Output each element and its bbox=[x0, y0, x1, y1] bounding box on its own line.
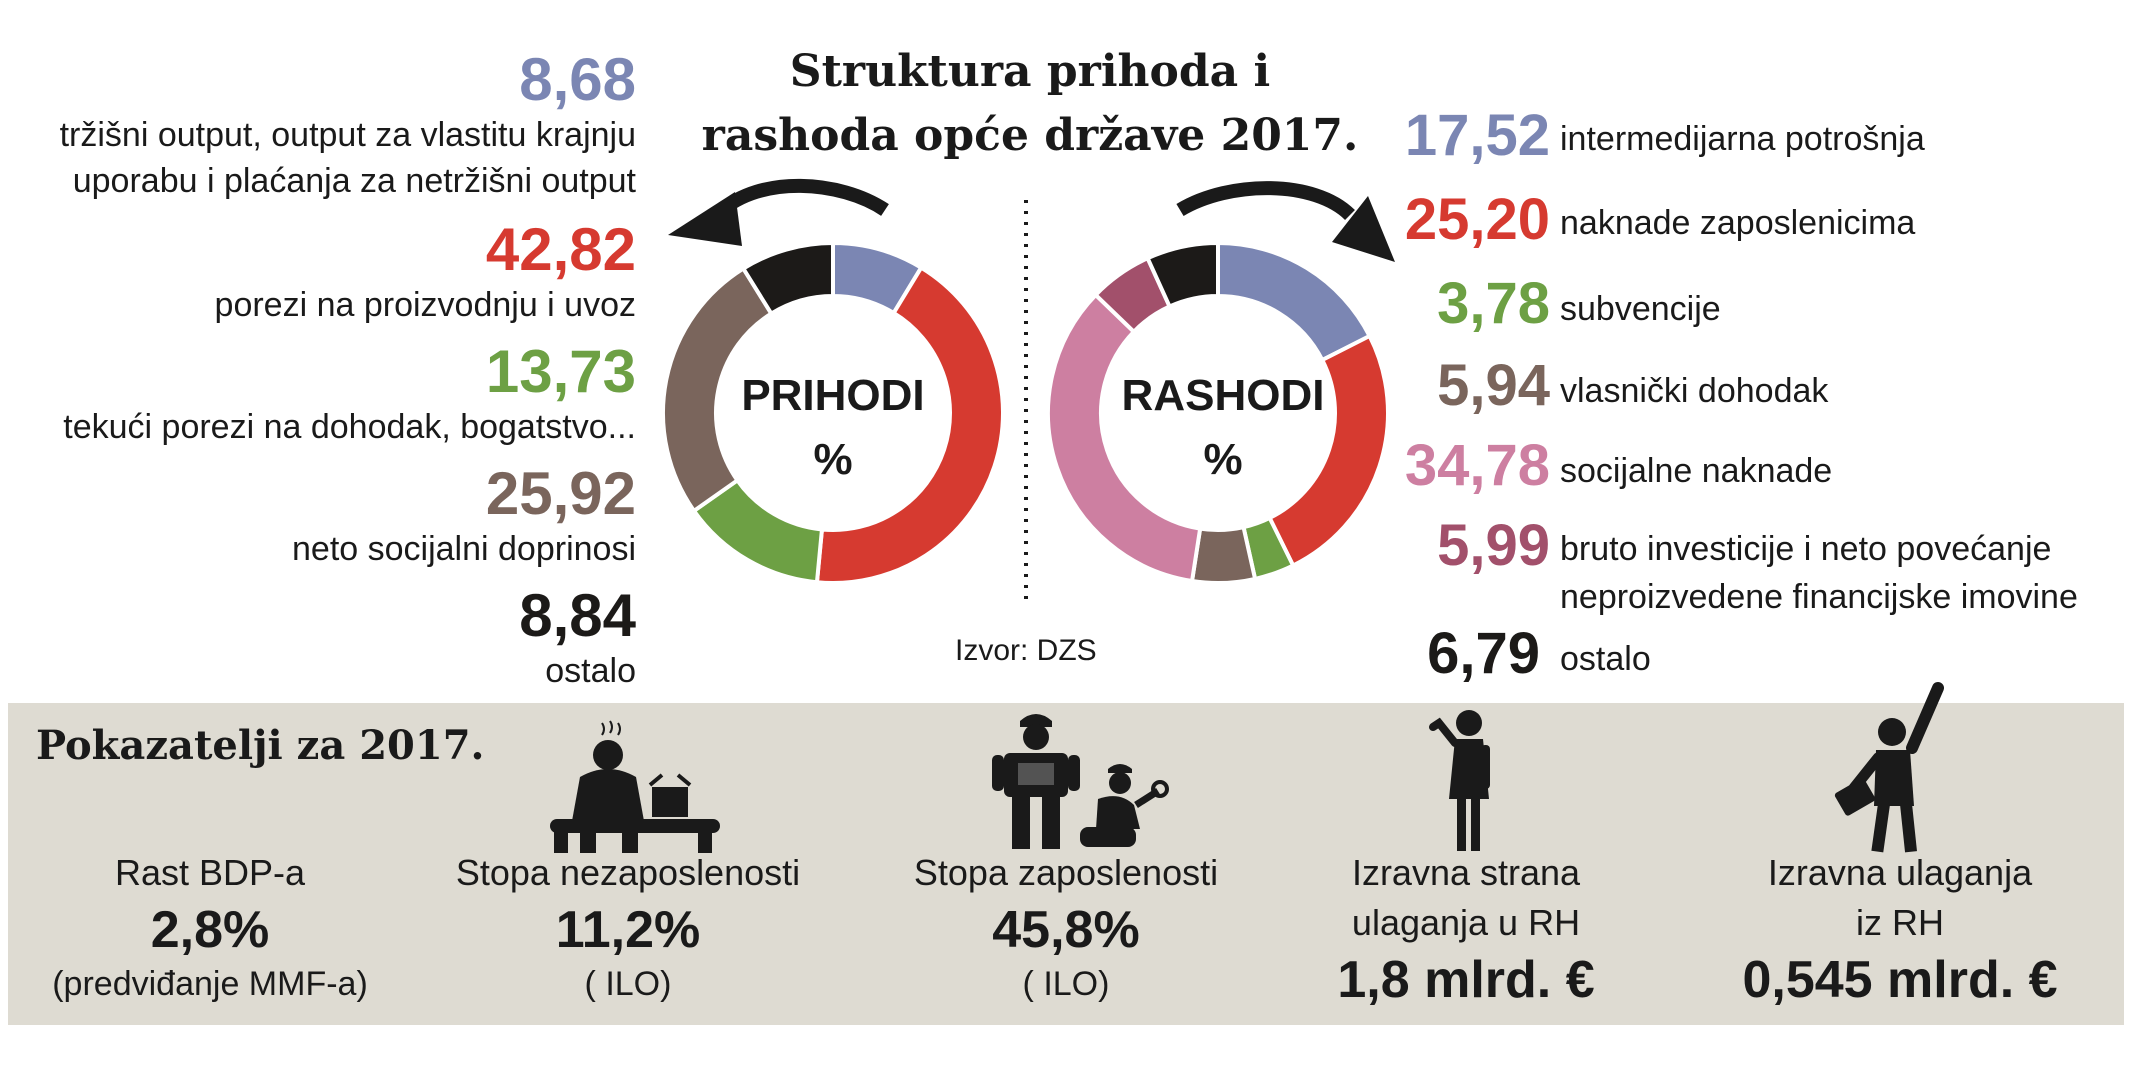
rashodi-label-4: socijalne naknade bbox=[1560, 452, 1833, 490]
prihodi-label-0a: tržišni output, output za vlastitu krajn… bbox=[59, 116, 636, 154]
rashodi-label-5a: bruto investicije i neto povećanje bbox=[1560, 530, 2052, 568]
prihodi-legend-1: 42,82 porezi na proizvodnju i uvoz bbox=[0, 218, 636, 328]
indicator-value: 45,8% bbox=[992, 901, 1140, 959]
rashodi-value-4: 34,78 bbox=[1404, 433, 1550, 498]
indicator-label-2: ulaganja u RH bbox=[1351, 902, 1581, 943]
indicator-note: (predviđanje MMF-a) bbox=[52, 965, 368, 1003]
indicator-value: 11,2% bbox=[555, 901, 701, 959]
rashodi-center-unit: % bbox=[1203, 435, 1243, 484]
indicator-label-2: iz RH bbox=[1856, 902, 1944, 943]
indicator-unemployment: Stopa nezaposlenosti 11,2% ( ILO) bbox=[418, 848, 838, 1006]
rashodi-slice-0 bbox=[1216, 240, 1373, 363]
rashodi-label-5b: neproizvedene financijske imovine bbox=[1560, 578, 2078, 616]
rashodi-slice-3 bbox=[1189, 524, 1258, 585]
rashodi-center-title: RASHODI bbox=[1121, 371, 1325, 420]
indicator-gdp: Rast BDP-a 2,8% (predviđanje MMF-a) bbox=[0, 848, 420, 1006]
prihodi-legend-3: 25,92 neto socijalni doprinosi bbox=[0, 462, 636, 572]
chart-title-line1: Struktura prihoda i bbox=[789, 46, 1271, 97]
prihodi-value-1: 42,82 bbox=[485, 216, 636, 283]
prihodi-legend-4: 8,84 ostalo bbox=[0, 584, 636, 694]
prihodi-center-title: PRIHODI bbox=[741, 371, 925, 420]
indicator-note: ( ILO) bbox=[1022, 965, 1110, 1003]
rashodi-label-3: vlasnički dohodak bbox=[1560, 372, 1829, 410]
prihodi-value-3: 25,92 bbox=[485, 460, 636, 527]
indicator-value: 0,545 mlrd. € bbox=[1742, 951, 2058, 1009]
indicator-label: Izravna ulaganja bbox=[1767, 852, 2033, 893]
indicator-label: Stopa zaposlenosti bbox=[913, 852, 1219, 893]
chart-title-line2: rashoda opće države 2017. bbox=[701, 110, 1359, 161]
businessman-cheering-icon bbox=[1834, 682, 1944, 853]
rashodi-value-0: 17,52 bbox=[1404, 103, 1550, 168]
rashodi-center-label: RASHODI % bbox=[1118, 364, 1328, 492]
prihodi-label-3: neto socijalni doprinosi bbox=[292, 530, 636, 568]
prihodi-donut bbox=[661, 240, 1005, 585]
indicator-label: Izravna strana bbox=[1351, 852, 1581, 893]
prihodi-legend: 8,68 tržišni output, output za vlastitu … bbox=[0, 48, 636, 204]
prihodi-value-4: 8,84 bbox=[519, 582, 636, 649]
unemployed-person-icon bbox=[550, 720, 720, 853]
prihodi-slice-4 bbox=[740, 240, 835, 317]
indicator-fdi-in: Izravna strana ulaganja u RH 1,8 mlrd. € bbox=[1256, 848, 1676, 1012]
indicator-label: Stopa nezaposlenosti bbox=[455, 852, 801, 893]
indicator-fdi-out: Izravna ulaganja iz RH 0,545 mlrd. € bbox=[1690, 848, 2110, 1012]
workers-icon bbox=[992, 714, 1169, 849]
prihodi-value-0: 8,68 bbox=[519, 46, 636, 113]
rashodi-value-1: 25,20 bbox=[1404, 187, 1550, 252]
indicator-employment: Stopa zaposlenosti 45,8% ( ILO) bbox=[856, 848, 1276, 1006]
indicators-title: Pokazatelji za 2017. bbox=[36, 722, 485, 769]
rashodi-label-2: subvencije bbox=[1560, 290, 1721, 328]
indicator-note: ( ILO) bbox=[584, 965, 672, 1003]
arrow-left-icon bbox=[668, 178, 889, 246]
prihodi-label-0b: uporabu i plaćanja za netržišni output bbox=[72, 162, 636, 200]
prihodi-label-2: tekući porezi na dohodak, bogatstvo... bbox=[63, 408, 636, 446]
donut-charts-svg bbox=[661, 178, 1395, 600]
businesswoman-icon bbox=[1429, 710, 1490, 851]
source-note: Izvor: DZS bbox=[955, 634, 1097, 667]
prihodi-center-unit: % bbox=[813, 435, 853, 484]
prihodi-label-1: porezi na proizvodnju i uvoz bbox=[214, 286, 636, 324]
chart-title: Struktura prihoda i rashoda opće države … bbox=[680, 40, 1380, 168]
rashodi-value-5: 5,99 bbox=[1437, 513, 1550, 578]
rashodi-donut bbox=[1046, 240, 1390, 585]
indicator-label: Rast BDP-a bbox=[114, 852, 306, 893]
rashodi-slice-6 bbox=[1145, 240, 1220, 310]
prihodi-label-4: ostalo bbox=[545, 652, 636, 690]
rashodi-label-0: intermedijarna potrošnja bbox=[1560, 120, 1925, 158]
prihodi-legend-2: 13,73 tekući porezi na dohodak, bogatstv… bbox=[0, 340, 636, 450]
rashodi-label-1: naknade zaposlenicima bbox=[1560, 204, 1916, 242]
prihodi-center-label: PRIHODI % bbox=[733, 364, 933, 492]
rashodi-value-6: 6,79 bbox=[1427, 621, 1540, 686]
indicator-value: 2,8% bbox=[150, 901, 270, 959]
arrow-right-icon bbox=[1176, 181, 1395, 262]
indicator-value: 1,8 mlrd. € bbox=[1337, 951, 1595, 1009]
prihodi-value-2: 13,73 bbox=[485, 338, 636, 405]
rashodi-slice-4 bbox=[1046, 292, 1203, 584]
prihodi-slice-1 bbox=[814, 264, 1005, 585]
rashodi-value-3: 5,94 bbox=[1437, 353, 1550, 418]
rashodi-label-6: ostalo bbox=[1560, 640, 1651, 678]
rashodi-value-2: 3,78 bbox=[1437, 271, 1550, 336]
